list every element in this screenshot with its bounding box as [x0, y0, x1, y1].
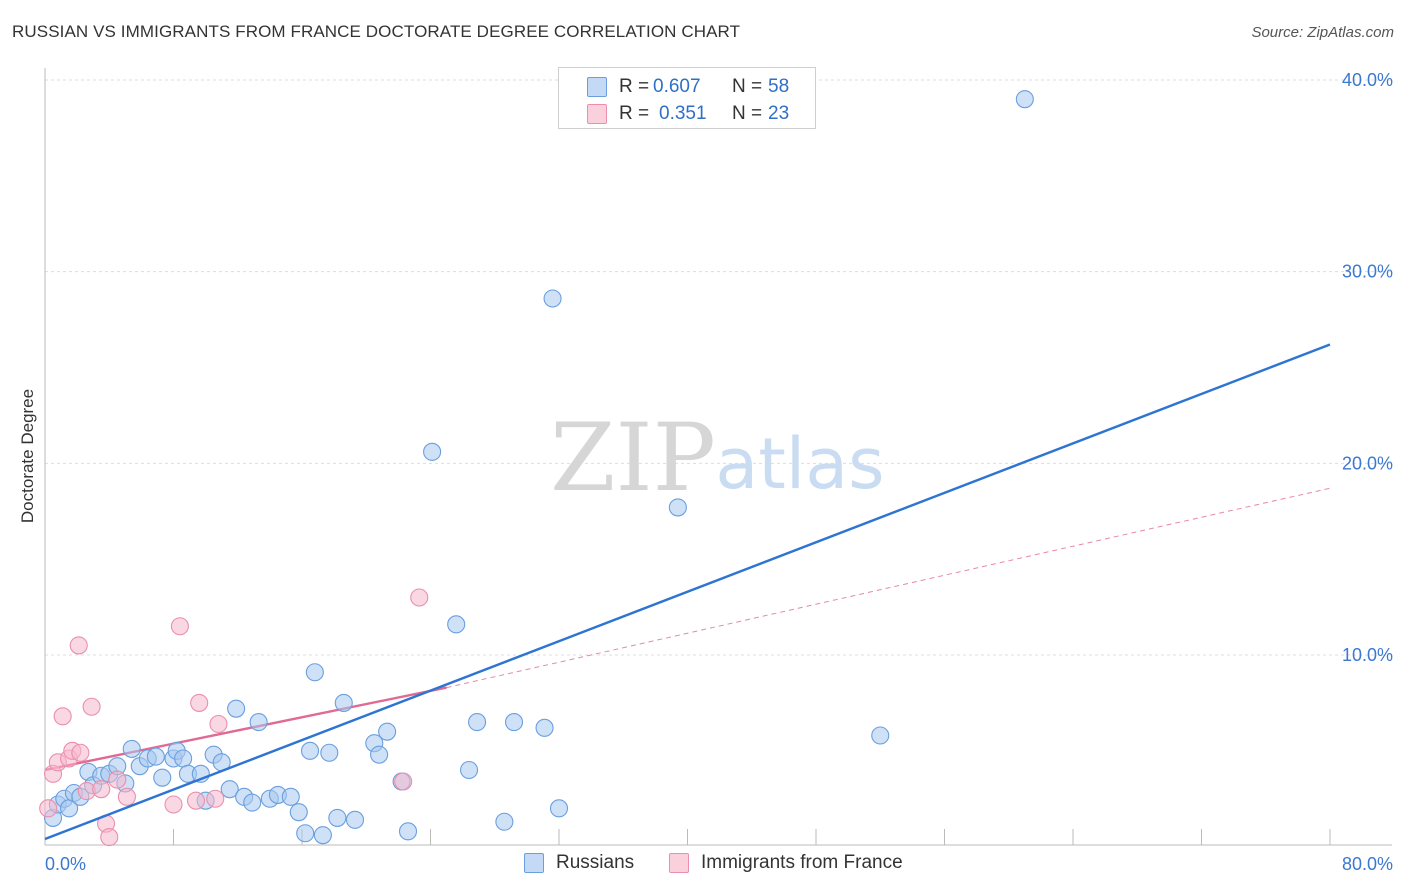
r-value: 0.351: [659, 103, 707, 124]
source-label: Source: ZipAtlas.com: [1251, 24, 1394, 41]
france-point: [206, 789, 225, 808]
russians-point: [220, 780, 239, 799]
watermark-atlas: atlas: [715, 423, 884, 505]
chart-title: RUSSIAN VS IMMIGRANTS FROM FRANCE DOCTOR…: [12, 22, 741, 41]
france-points: [39, 588, 429, 847]
russians-trend: [44, 343, 1331, 841]
russians-point: [1015, 90, 1034, 109]
russians-point: [535, 718, 554, 737]
france-point: [92, 780, 111, 799]
russians-point: [495, 812, 514, 831]
france-point: [186, 791, 206, 810]
legend-russians-label: Russians: [556, 852, 635, 873]
russians-point: [549, 799, 569, 818]
r-value: 0.607: [653, 76, 701, 97]
france-point: [190, 693, 209, 712]
russians-swatch: [587, 77, 607, 97]
russians-point: [871, 726, 890, 745]
france-point: [69, 636, 88, 655]
russians-point: [328, 808, 347, 827]
russians-point: [313, 826, 332, 845]
france-trend-line: [44, 487, 1331, 772]
legend-france-label: Immigrants from France: [701, 852, 903, 873]
france-point: [53, 707, 72, 726]
france-point: [209, 714, 228, 734]
tick-labels: 10.0% 20.0% 30.0% 40.0% 0.0% 80.0%: [45, 70, 1393, 874]
russians-point: [249, 713, 268, 732]
russians-point: [227, 699, 246, 718]
russians-point: [174, 749, 193, 768]
n-label: N =: [732, 76, 763, 97]
russians-point: [543, 289, 562, 308]
y-tick-label: 10.0%: [1342, 645, 1393, 665]
x-tick-label-max: 80.0%: [1342, 854, 1393, 874]
y-tick-label: 20.0%: [1342, 453, 1393, 473]
russians-point: [378, 722, 397, 741]
r-label: R =: [619, 76, 650, 97]
russians-trend-line: [44, 343, 1331, 841]
legend-russians-swatch: [524, 853, 544, 873]
france-point: [82, 697, 101, 716]
russians-point: [289, 803, 308, 822]
n-value: 23: [768, 103, 790, 124]
russians-points: [43, 90, 1034, 845]
russians-point: [459, 760, 479, 780]
france-point: [394, 772, 413, 791]
russians-point: [345, 810, 365, 829]
russians-point: [122, 739, 141, 758]
france-swatch: [587, 104, 607, 124]
watermark-zip: ZIP: [550, 404, 716, 513]
russians-point: [370, 745, 389, 764]
n-label: N =: [732, 103, 763, 124]
russians-point: [668, 498, 687, 517]
russians-point: [146, 747, 165, 766]
r-label: R =: [619, 103, 650, 124]
russians-point: [398, 822, 418, 841]
russians-point: [243, 793, 262, 812]
france-trend-dashed: [446, 487, 1331, 689]
france-point: [100, 828, 119, 847]
russians-point: [447, 615, 466, 634]
y-tick-label: 40.0%: [1342, 70, 1393, 90]
russians-point: [504, 713, 524, 732]
russians-point: [423, 442, 442, 461]
france-point: [71, 743, 90, 762]
russians-point: [281, 787, 300, 806]
france-trend-solid: [44, 686, 447, 772]
russians-point: [153, 768, 172, 787]
y-tick-label: 30.0%: [1342, 262, 1393, 282]
russians-point: [305, 663, 324, 682]
france-point: [108, 770, 127, 789]
russians-point: [300, 741, 320, 760]
france-point: [170, 617, 189, 636]
watermark: ZIP atlas: [550, 404, 884, 513]
france-point: [410, 588, 429, 607]
legend-france-swatch: [669, 853, 689, 873]
russians-point: [320, 743, 339, 762]
n-value: 58: [768, 76, 790, 97]
y-axis-label: Doctorate Degree: [18, 389, 37, 523]
russians-point: [334, 693, 353, 712]
france-point: [39, 799, 58, 818]
grid-lines: [45, 79, 1392, 656]
france-point: [117, 787, 136, 806]
correlation-legend: R = 0.607 N = 58 R = 0.351 N = 23: [558, 67, 816, 129]
x-tick-label-min: 0.0%: [45, 854, 86, 874]
russians-point: [468, 713, 487, 732]
russians-point: [296, 824, 315, 843]
france-point: [164, 795, 183, 814]
